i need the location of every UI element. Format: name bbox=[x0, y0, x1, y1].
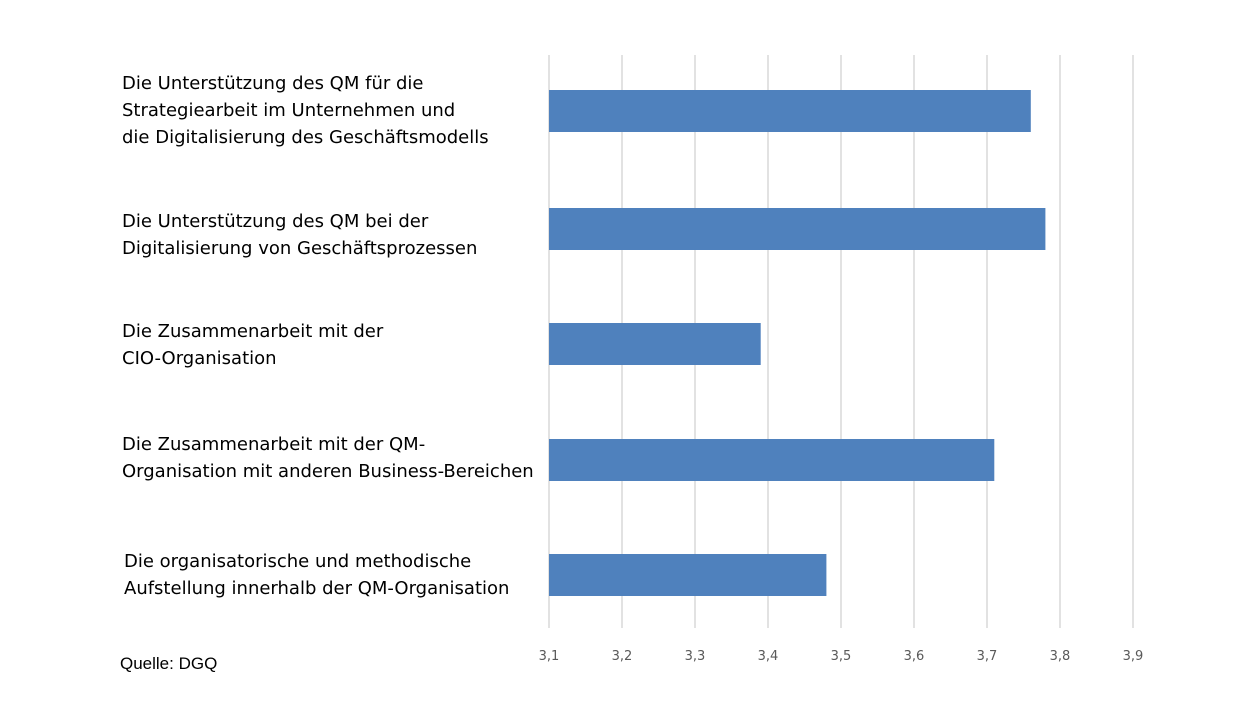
x-tick-label: 3,9 bbox=[1123, 649, 1144, 664]
bar bbox=[549, 439, 995, 481]
x-tick-label: 3,6 bbox=[904, 649, 925, 664]
x-tick-label: 3,8 bbox=[1050, 649, 1071, 664]
category-label: Die organisatorische und methodische Auf… bbox=[124, 551, 510, 599]
bar bbox=[549, 208, 1046, 250]
bar bbox=[549, 90, 1031, 132]
x-tick-label: 3,4 bbox=[758, 649, 779, 664]
source-note: Quelle: DGQ bbox=[120, 654, 218, 673]
x-tick-label: 3,7 bbox=[977, 649, 998, 664]
category-label: Die Unterstützung des QM für die Strateg… bbox=[122, 73, 489, 148]
category-label: Die Zusammenarbeit mit der QM- Organisat… bbox=[122, 434, 534, 482]
bar bbox=[549, 323, 761, 365]
x-tick-label: 3,2 bbox=[612, 649, 633, 664]
category-label: Die Zusammenarbeit mit der CIO-Organisat… bbox=[122, 321, 384, 369]
x-tick-label: 3,5 bbox=[831, 649, 852, 664]
category-label: Die Unterstützung des QM bei der Digital… bbox=[122, 211, 478, 259]
bar bbox=[549, 554, 827, 596]
x-tick-label: 3,1 bbox=[539, 649, 560, 664]
x-tick-label: 3,3 bbox=[685, 649, 706, 664]
